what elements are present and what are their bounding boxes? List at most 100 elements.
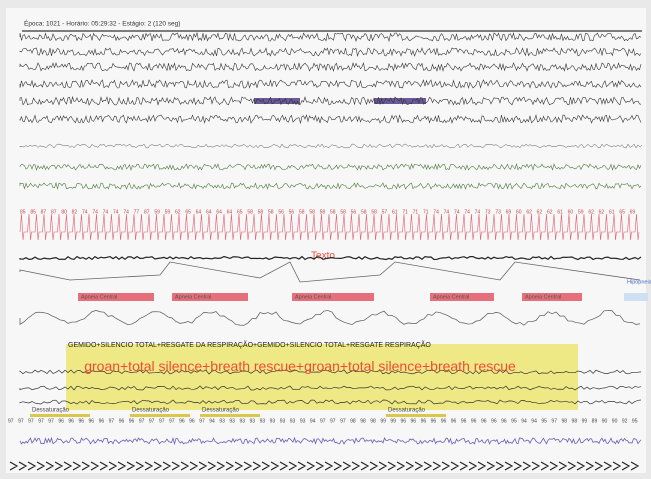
hr-value: 74: [113, 209, 119, 215]
hr-value: 64: [206, 209, 212, 215]
spo2-value: 93: [270, 418, 276, 424]
spo2-value: 96: [58, 418, 64, 424]
hr-value: 74: [444, 209, 450, 215]
spo2-value: 95: [511, 418, 517, 424]
spo2-value: 96: [491, 418, 497, 424]
hr-value: 59: [165, 209, 171, 215]
hr-value: 80: [61, 209, 67, 215]
hr-value: 62: [599, 209, 605, 215]
spo2-value: 98: [370, 418, 376, 424]
hr-value: 59: [154, 209, 160, 215]
hr-value: 58: [299, 209, 305, 215]
spo2-value: 97: [320, 418, 326, 424]
spo2-value: 96: [441, 418, 447, 424]
spo2-value: 97: [199, 418, 205, 424]
desat-bar: [30, 414, 90, 417]
spo2-value: 94: [310, 418, 316, 424]
desat-label: Dessaturação: [202, 408, 240, 414]
hr-value: 74: [82, 209, 88, 215]
hr-value: 65: [185, 209, 191, 215]
spo2-value: 97: [340, 418, 346, 424]
hr-value: 58: [247, 209, 253, 215]
annotation-en: groan+total silence+breath rescue+groan+…: [80, 358, 520, 375]
hr-value: 56: [278, 209, 284, 215]
hr-value: 58: [330, 209, 336, 215]
hr-value: 71: [413, 209, 419, 215]
hr-value: 65: [237, 209, 243, 215]
hr-value: 87: [51, 209, 57, 215]
spo2-value: 93: [229, 418, 235, 424]
hr-value: 73: [485, 209, 491, 215]
hr-value: 61: [609, 209, 615, 215]
spo2-value: 96: [129, 418, 135, 424]
spo2-value: 96: [78, 418, 84, 424]
spo2-value: 96: [481, 418, 487, 424]
hr-value: 58: [361, 209, 367, 215]
spo2-value: 93: [280, 418, 286, 424]
annotation-pt: GEMIDO+SILENCIO TOTAL+RESGATE DA RESPIRA…: [68, 340, 431, 349]
spo2-value: 93: [300, 418, 306, 424]
desat-bar: [130, 414, 190, 417]
desat-label: Dessaturação: [132, 408, 170, 414]
apnea-label: Hipopneia: [627, 279, 651, 285]
hr-value: 77: [134, 209, 140, 215]
desat-label: Dessaturação: [32, 408, 70, 414]
spo2-value: 93: [219, 418, 225, 424]
hr-value: 74: [475, 209, 481, 215]
spo2-value: 95: [632, 418, 638, 424]
hr-value: 64: [216, 209, 222, 215]
hr-value: 60: [568, 209, 574, 215]
hr-value: 62: [588, 209, 594, 215]
hr-value: 56: [289, 209, 295, 215]
spo2-value: 97: [38, 418, 44, 424]
spo2-value: 96: [99, 418, 105, 424]
spo2-value: 96: [189, 418, 195, 424]
hr-value: 74: [92, 209, 98, 215]
spo2-value: 97: [28, 418, 34, 424]
desat-label: Dessaturação: [388, 408, 426, 414]
hr-value: 58: [320, 209, 326, 215]
hr-value: 87: [41, 209, 47, 215]
spo2-value: 96: [89, 418, 95, 424]
hr-value: 62: [537, 209, 543, 215]
spo2-value: 98: [350, 418, 356, 424]
spo2-value: 97: [149, 418, 155, 424]
spo2-value: 98: [360, 418, 366, 424]
hr-value: 64: [196, 209, 202, 215]
apnea-label: Apneia Central: [81, 294, 117, 300]
hr-value: 74: [454, 209, 460, 215]
spo2-value: 94: [521, 418, 527, 424]
hr-value: 65: [619, 209, 625, 215]
spo2-value: 90: [602, 418, 608, 424]
apnea-label: Apneia Central: [295, 294, 331, 300]
hr-value: 61: [557, 209, 563, 215]
spo2-value: 97: [159, 418, 165, 424]
hr-value: 58: [309, 209, 315, 215]
psg-chart: Época: 1021 - Horário: 05:29:32 - Estági…: [0, 0, 651, 479]
hr-value: 74: [433, 209, 439, 215]
spo2-value: 96: [471, 418, 477, 424]
hr-value: 56: [351, 209, 357, 215]
spo2-value: 98: [572, 418, 578, 424]
hr-value: 71: [402, 209, 408, 215]
spo2-value: 96: [501, 418, 507, 424]
spo2-value: 96: [411, 418, 417, 424]
hr-value: 69: [630, 209, 636, 215]
spo2-value: 95: [541, 418, 547, 424]
apnea-box: [624, 293, 648, 301]
spo2-value: 94: [209, 418, 215, 424]
spo2-value: 90: [612, 418, 618, 424]
hr-value: 58: [340, 209, 346, 215]
hr-value: 64: [227, 209, 233, 215]
spo2-value: 96: [400, 418, 406, 424]
apnea-label: Apneia Central: [433, 294, 469, 300]
spo2-value: 99: [582, 418, 588, 424]
spo2-value: 96: [119, 418, 125, 424]
hr-value: 71: [423, 209, 429, 215]
apnea-label: Apneia Central: [525, 294, 561, 300]
hr-value: 85: [30, 209, 36, 215]
hr-value: 61: [392, 209, 398, 215]
spo2-value: 97: [139, 418, 145, 424]
hr-value: 59: [578, 209, 584, 215]
hr-value: 58: [258, 209, 264, 215]
